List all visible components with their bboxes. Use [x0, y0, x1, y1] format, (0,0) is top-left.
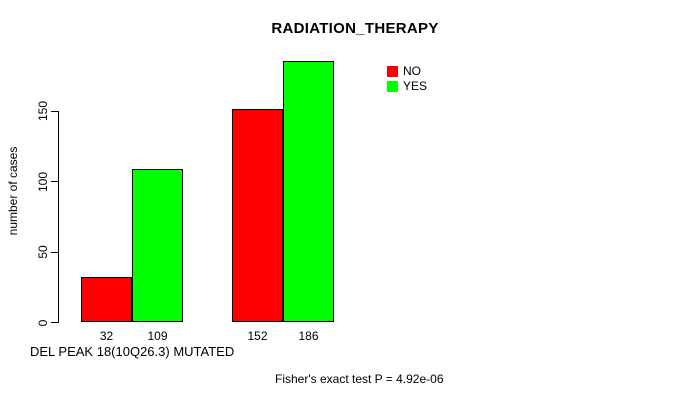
bar-yes-group1 [132, 169, 183, 323]
bar-value-label: 186 [298, 329, 319, 343]
legend-item-no: NO [387, 65, 427, 77]
y-tick [51, 322, 58, 323]
bar-value-label: 32 [99, 329, 114, 343]
y-tick [51, 251, 58, 253]
y-tick-label: 50 [36, 245, 50, 259]
y-tick [51, 181, 58, 183]
bar-yes-group2 [283, 60, 334, 323]
chart-title: RADIATION_THERAPY [271, 20, 439, 37]
bar-no-group1 [81, 277, 132, 323]
x-axis-label: DEL PEAK 18(10Q26.3) MUTATED [30, 344, 235, 359]
stat-annotation: Fisher's exact test P = 4.92e-06 [275, 372, 444, 386]
y-tick-label: 150 [36, 101, 50, 122]
bar-value-label: 109 [147, 329, 168, 343]
legend-label: YES [403, 79, 428, 93]
y-axis-line [58, 111, 59, 324]
legend-label: NO [403, 64, 421, 78]
bar-no-group2 [232, 108, 283, 323]
bar-value-label: 152 [247, 329, 268, 343]
y-tick-label: 100 [36, 171, 50, 192]
legend-item-yes: YES [387, 80, 427, 92]
legend-swatch-yes [387, 80, 398, 92]
legend-swatch-no [387, 65, 398, 77]
legend: NO YES [387, 65, 427, 92]
y-tick-label: 0 [36, 319, 50, 326]
y-tick [51, 110, 58, 112]
